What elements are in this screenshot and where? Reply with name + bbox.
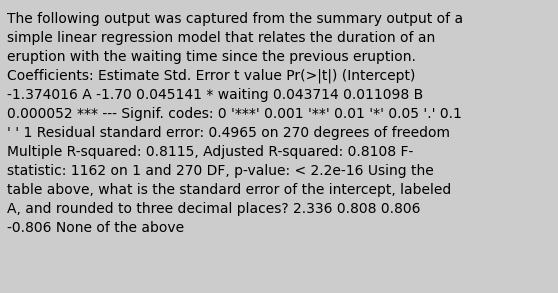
Text: The following output was captured from the summary output of a
simple linear reg: The following output was captured from t… <box>7 12 463 235</box>
